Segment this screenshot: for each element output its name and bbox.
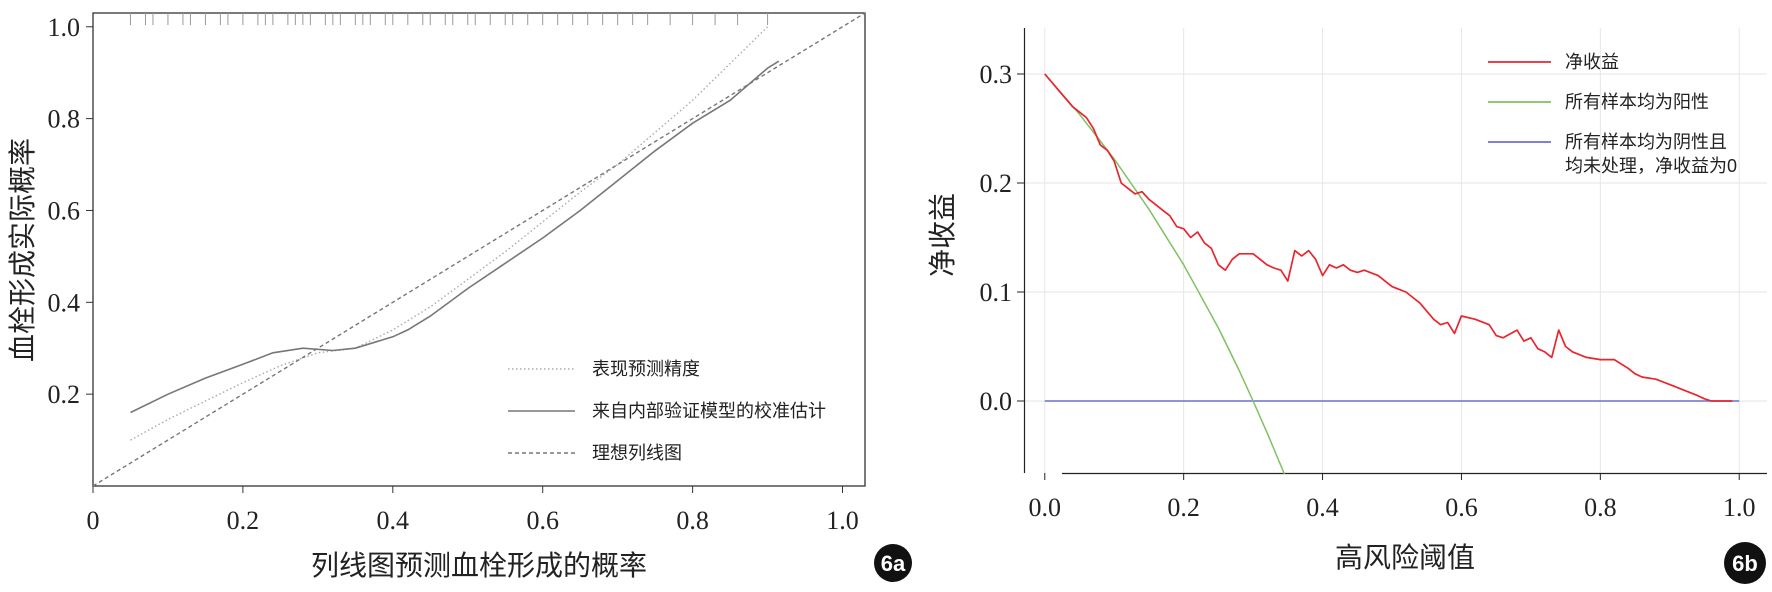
y-tick-label: 0.0	[980, 387, 1013, 416]
x-tick-label: 0.6	[1445, 493, 1478, 522]
rug-marks	[129, 13, 769, 25]
y-tick-label: 1.0	[48, 13, 81, 42]
legend-label-bias-corrected: 来自内部验证模型的校准估计	[592, 401, 826, 421]
panel-label-6a: 6a	[881, 551, 906, 576]
panel-label-badge	[874, 544, 912, 582]
legend-label-none-line-1: 所有样本均为阴性且	[1565, 132, 1727, 152]
panel-6b: 0.0 0.2 0.4 0.6 0.8 1.0 0.0 0.1 0.2 0.3 净收益 所有样本…	[927, 28, 1767, 584]
y-tick-label: 0.6	[48, 196, 81, 225]
y-tick-label: 0.2	[48, 380, 81, 409]
panel-label-badge	[1724, 542, 1766, 584]
panel-6a: 0 0.2 0.4 0.6 0.8 1.0 0.2 0.4 0.6 0.8 1.0 表现预测精度 …	[7, 12, 912, 582]
x-tick-label: 0.6	[526, 506, 559, 535]
y-tick-label: 0.2	[980, 169, 1013, 198]
y-tick-label: 0.1	[980, 278, 1013, 307]
series-line-model	[1044, 73, 1733, 402]
gridlines	[1024, 28, 1767, 473]
series-line-bias_corrected	[130, 60, 780, 414]
x-axis: 0 0.2 0.4 0.6 0.8 1.0	[87, 486, 859, 535]
legend-label-apparent: 表现预测精度	[592, 359, 700, 379]
legend-label-ideal: 理想列线图	[592, 443, 682, 463]
x-tick-label: 0.2	[227, 506, 260, 535]
series-line-ideal	[92, 12, 866, 487]
y-axis-title: 净收益	[927, 193, 959, 277]
x-tick-label: 0	[87, 506, 100, 535]
x-tick-label: 0.4	[377, 506, 410, 535]
x-axis-title: 高风险阈值	[1335, 542, 1475, 574]
x-axis: 0.0 0.2 0.4 0.6 0.8 1.0	[1029, 473, 1756, 522]
x-tick-label: 0.0	[1029, 493, 1062, 522]
x-tick-label: 0.8	[1584, 493, 1617, 522]
legend: 表现预测精度 来自内部验证模型的校准估计 理想列线图	[508, 359, 826, 463]
y-axis: 0.0 0.1 0.2 0.3	[980, 60, 1024, 416]
x-axis-title: 列线图预测血栓形成的概率	[311, 550, 647, 582]
series-line-all	[1044, 73, 1286, 475]
x-tick-label: 0.8	[676, 506, 709, 535]
panel-label-6b: 6b	[1732, 551, 1758, 576]
y-tick-label: 0.8	[48, 105, 81, 134]
x-tick-label: 1.0	[1723, 493, 1756, 522]
legend: 净收益 所有样本均为阳性 所有样本均为阴性且 均未处理，净收益为0	[1488, 52, 1737, 176]
x-tick-label: 1.0	[826, 506, 859, 535]
y-axis: 0.2 0.4 0.6 0.8 1.0	[48, 13, 93, 409]
x-tick-label: 0.4	[1306, 493, 1339, 522]
legend-label-model: 净收益	[1565, 52, 1619, 72]
y-tick-label: 0.4	[48, 288, 81, 317]
x-tick-label: 0.2	[1167, 493, 1200, 522]
series-lines	[92, 12, 866, 487]
legend-label-none-line-2: 均未处理，净收益为0	[1565, 156, 1737, 176]
series-lines	[1044, 73, 1740, 475]
legend-label-all: 所有样本均为阳性	[1565, 92, 1709, 112]
y-tick-label: 0.3	[980, 60, 1013, 89]
y-axis-title: 血栓形成实际概率	[7, 138, 39, 362]
